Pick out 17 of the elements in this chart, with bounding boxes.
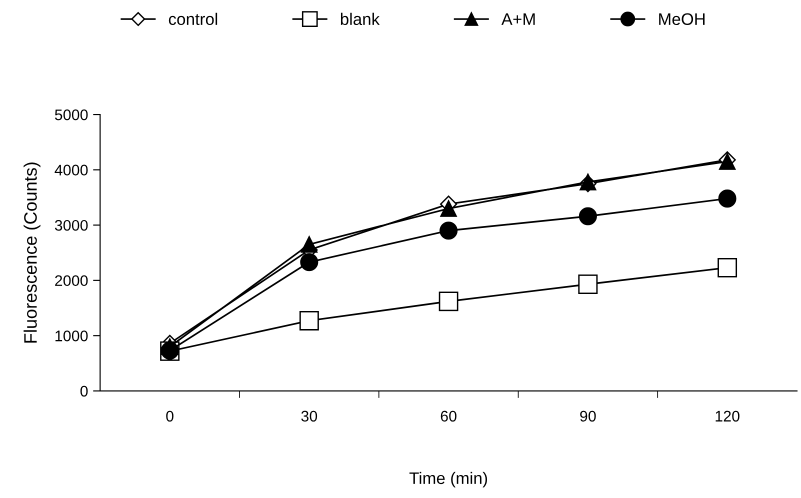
- y-axis-title: Fluorescence (Counts): [24, 162, 40, 343]
- x-tick-label: 120: [716, 410, 740, 422]
- y-tick-label: 3000: [54, 220, 88, 231]
- y-tick-label: 4000: [54, 164, 88, 176]
- y-tick-label: 1000: [56, 330, 88, 342]
- legend-label: control: [168, 12, 218, 26]
- x-axis-title: Time (min): [409, 472, 488, 488]
- y-tick-label: 0: [80, 386, 88, 397]
- legend-label: blank: [340, 12, 380, 26]
- x-tick-label: 30: [301, 410, 318, 422]
- x-tick-label: 0: [166, 410, 174, 422]
- x-tick-label: 60: [440, 410, 456, 422]
- x-tick-label: 90: [580, 410, 596, 422]
- legend-label: MeOH: [659, 13, 705, 26]
- y-tick-label: 5000: [54, 109, 88, 120]
- legend-label: A+M: [501, 13, 535, 25]
- y-tick-label: 2000: [55, 275, 88, 286]
